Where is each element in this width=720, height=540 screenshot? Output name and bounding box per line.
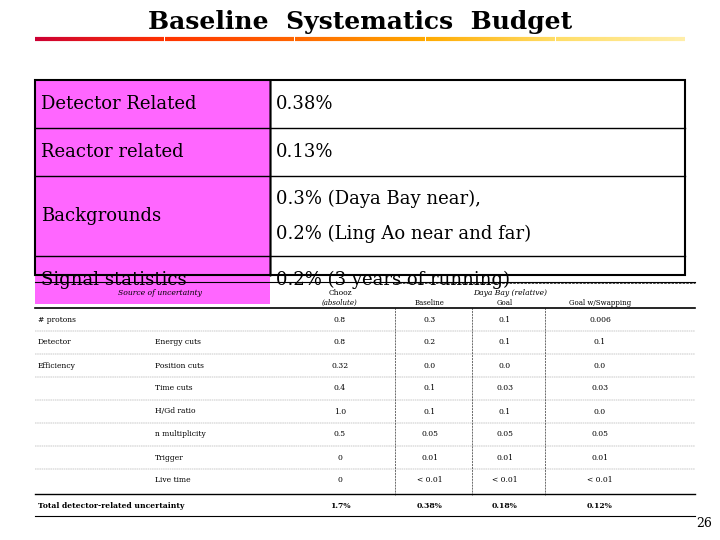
Text: 0: 0 [338, 476, 343, 484]
Text: 0.05: 0.05 [497, 430, 513, 438]
Text: 0.32: 0.32 [331, 361, 348, 369]
Bar [270, 256, 685, 304]
Text: 0.05: 0.05 [592, 430, 608, 438]
Text: Daya Bay (relative): Daya Bay (relative) [473, 289, 547, 297]
Text: 1.0: 1.0 [334, 408, 346, 415]
Text: Efficiency: Efficiency [38, 361, 76, 369]
Text: 0.1: 0.1 [499, 339, 511, 347]
Text: Signal statistics: Signal statistics [41, 271, 186, 289]
Text: Chooz: Chooz [328, 289, 352, 297]
Text: 0.3: 0.3 [424, 315, 436, 323]
Bar [270, 128, 685, 176]
Text: Goal: Goal [497, 299, 513, 307]
Text: 0.4: 0.4 [334, 384, 346, 393]
Text: 0.2% (3 years of running): 0.2% (3 years of running) [276, 271, 510, 289]
Text: 0.01: 0.01 [592, 454, 608, 462]
Text: Time cuts: Time cuts [155, 384, 193, 393]
Text: 0.01: 0.01 [497, 454, 513, 462]
Text: 0.3% (Daya Bay near),: 0.3% (Daya Bay near), [276, 190, 481, 207]
Text: Energy cuts: Energy cuts [155, 339, 201, 347]
Text: 0.8: 0.8 [334, 339, 346, 347]
Bar [35, 128, 270, 176]
Text: 0: 0 [338, 454, 343, 462]
Text: 1.7%: 1.7% [330, 502, 351, 510]
Text: 0.2: 0.2 [424, 339, 436, 347]
Text: Source of uncertainty: Source of uncertainty [118, 289, 202, 297]
Text: Position cuts: Position cuts [155, 361, 204, 369]
Bar [35, 80, 270, 128]
Text: 0.0: 0.0 [499, 361, 511, 369]
Text: Backgrounds: Backgrounds [41, 207, 161, 225]
Text: Baseline: Baseline [415, 299, 445, 307]
Text: 0.0: 0.0 [424, 361, 436, 369]
Text: 0.5: 0.5 [334, 430, 346, 438]
Text: Live time: Live time [155, 476, 191, 484]
Text: Total detector-related uncertainty: Total detector-related uncertainty [38, 502, 184, 510]
Text: Detector: Detector [38, 339, 71, 347]
Text: 0.05: 0.05 [421, 430, 438, 438]
Text: 0.006: 0.006 [589, 315, 611, 323]
Text: 0.1: 0.1 [594, 339, 606, 347]
Text: 0.1: 0.1 [424, 408, 436, 415]
Text: Reactor related: Reactor related [41, 143, 184, 161]
Text: Baseline  Systematics  Budget: Baseline Systematics Budget [148, 10, 572, 34]
Bar [35, 256, 270, 304]
Text: # protons: # protons [38, 315, 76, 323]
Text: 0.12%: 0.12% [587, 502, 613, 510]
Text: 0.38%: 0.38% [417, 502, 443, 510]
Bar [270, 176, 685, 256]
Bar [270, 80, 685, 128]
Text: < 0.01: < 0.01 [417, 476, 443, 484]
Text: 0.1: 0.1 [499, 315, 511, 323]
Text: 26: 26 [696, 517, 712, 530]
Text: 0.03: 0.03 [591, 384, 608, 393]
Bar [35, 80, 685, 275]
Text: 0.2% (Ling Ao near and far): 0.2% (Ling Ao near and far) [276, 225, 531, 242]
Text: < 0.01: < 0.01 [492, 476, 518, 484]
Text: 0.8: 0.8 [334, 315, 346, 323]
Text: Goal w/Swapping: Goal w/Swapping [569, 299, 631, 307]
Text: (absolute): (absolute) [322, 299, 358, 307]
Text: 0.0: 0.0 [594, 408, 606, 415]
Text: 0.1: 0.1 [499, 408, 511, 415]
Text: < 0.01: < 0.01 [588, 476, 613, 484]
Text: 0.13%: 0.13% [276, 143, 333, 161]
Text: 0.18%: 0.18% [492, 502, 518, 510]
Text: Trigger: Trigger [155, 454, 184, 462]
Text: 0.03: 0.03 [496, 384, 513, 393]
Text: Detector Related: Detector Related [41, 95, 197, 113]
Text: H/Gd ratio: H/Gd ratio [155, 408, 196, 415]
Text: 0.1: 0.1 [424, 384, 436, 393]
Text: 0.38%: 0.38% [276, 95, 333, 113]
Bar [35, 176, 270, 256]
Text: 0.0: 0.0 [594, 361, 606, 369]
Text: n multiplicity: n multiplicity [155, 430, 206, 438]
Text: 0.01: 0.01 [421, 454, 438, 462]
